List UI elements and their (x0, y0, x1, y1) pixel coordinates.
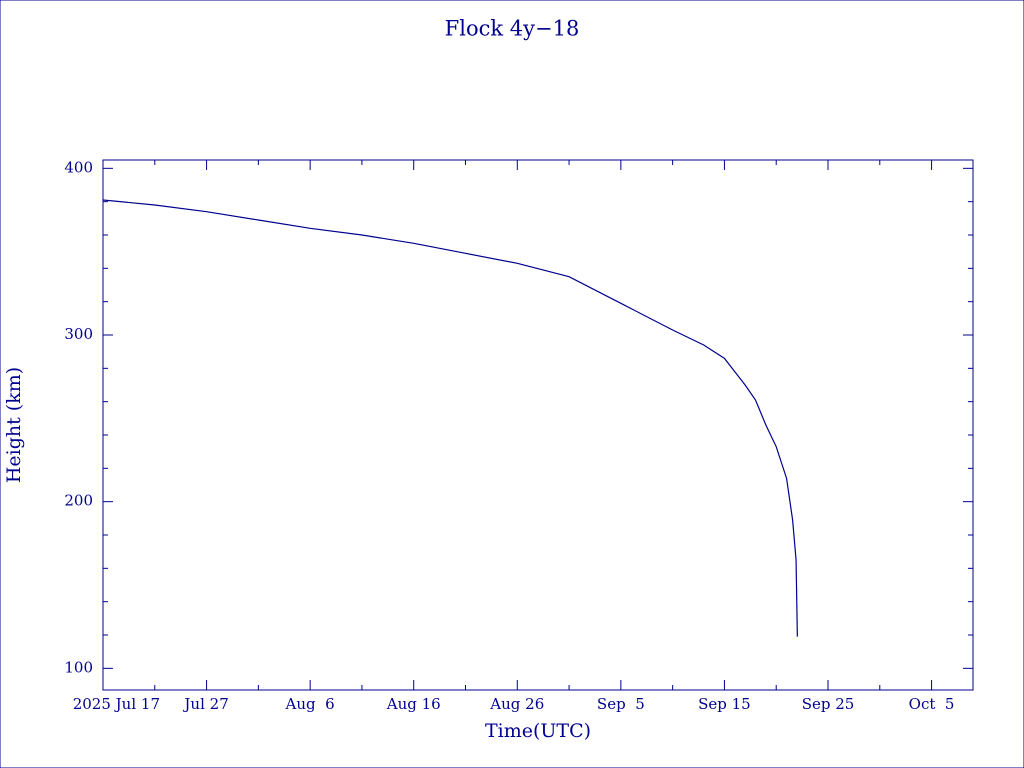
y-tick-label: 100 (64, 658, 93, 676)
x-tick-label: Oct 5 (909, 695, 955, 713)
y-tick-label: 200 (64, 492, 93, 510)
plot-frame (102, 159, 974, 691)
y-tick-label: 400 (64, 158, 93, 176)
x-tick-label: Aug 16 (386, 695, 441, 713)
x-tick-label: Aug 26 (489, 695, 544, 713)
x-tick-label: 2025 Jul 17 (73, 695, 160, 713)
x-tick-label: Sep 15 (698, 695, 751, 713)
y-axis-label: Height (km) (3, 367, 25, 483)
y-tick-label: 300 (64, 325, 93, 343)
x-tick-label: Jul 27 (182, 695, 228, 713)
x-axis-label: Time(UTC) (485, 720, 591, 742)
x-tick-label: Sep 25 (802, 695, 855, 713)
chart-title: Flock 4y−18 (445, 17, 580, 41)
x-tick-label: Aug 6 (285, 695, 335, 713)
data-line (102, 199, 798, 637)
x-tick-label: Sep 5 (597, 695, 645, 713)
